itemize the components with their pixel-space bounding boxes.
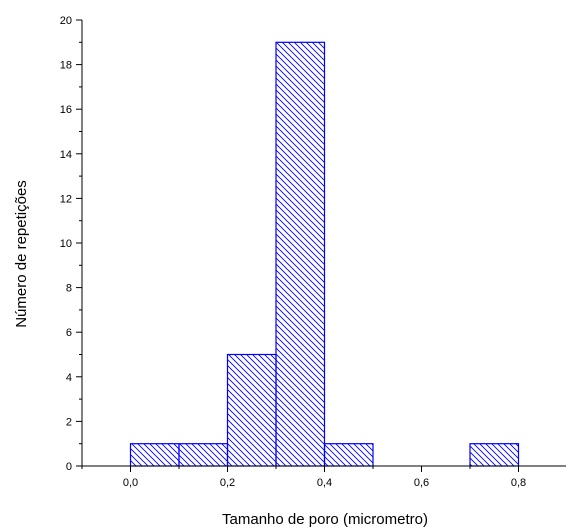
y-tick-label: 0 xyxy=(66,461,72,473)
histogram-bar xyxy=(226,353,277,467)
x-tick-label: 0,0 xyxy=(123,477,138,489)
y-tick-label: 6 xyxy=(66,327,72,339)
y-axis-title: Número de repetições xyxy=(13,180,30,328)
x-tick-label: 0,8 xyxy=(511,477,526,489)
x-axis-title: Tamanho de poro (micrometro) xyxy=(222,511,428,528)
y-tick-label: 14 xyxy=(60,149,72,161)
y-tick-label: 12 xyxy=(60,193,72,205)
histogram-bar xyxy=(178,443,229,467)
histogram-bar xyxy=(275,41,326,467)
histogram-bar xyxy=(323,443,374,467)
x-tick-label: 0,4 xyxy=(317,477,332,489)
x-tick-label: 0,2 xyxy=(220,477,235,489)
bars-layer xyxy=(129,41,520,467)
y-tick-label: 20 xyxy=(60,15,72,27)
y-tick-label: 10 xyxy=(60,238,72,250)
x-tick-label: 0,6 xyxy=(414,477,429,489)
histogram-bar xyxy=(469,443,520,467)
histogram-bar xyxy=(129,443,180,467)
y-tick-label: 4 xyxy=(66,372,72,384)
y-tick-label: 2 xyxy=(66,416,72,428)
y-tick-label: 18 xyxy=(60,60,72,72)
y-tick-label: 8 xyxy=(66,283,72,295)
y-tick-label: 16 xyxy=(60,104,72,116)
axes-layer: 0 2 4 6 8 10 12 14 16 18 20 0,0 0,2 0,4 0,6 0,8 xyxy=(60,15,566,489)
